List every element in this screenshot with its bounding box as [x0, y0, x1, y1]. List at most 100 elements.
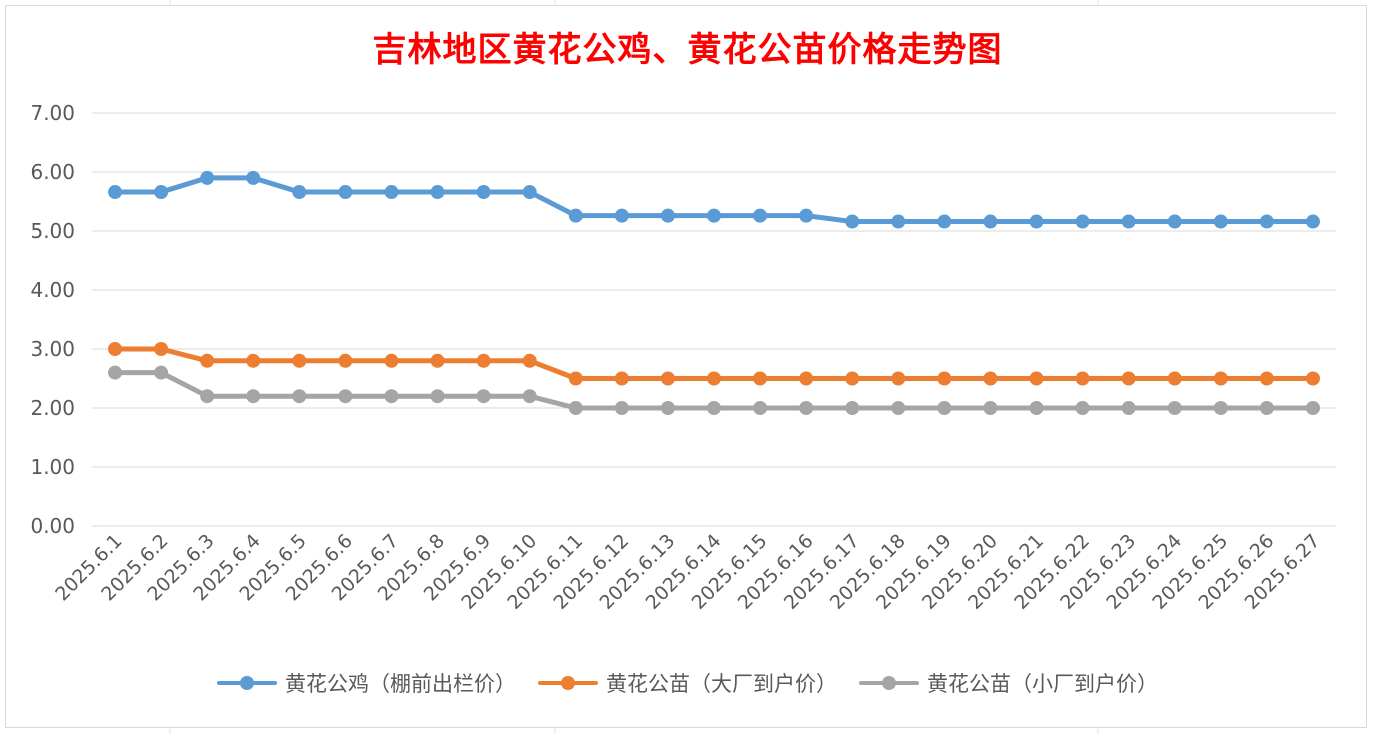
data-point-2-5 [338, 389, 353, 404]
data-point-1-4 [292, 353, 307, 368]
data-point-1-26 [1305, 371, 1320, 386]
legend-label-2: 黄花公苗（小厂到户价） [927, 672, 1158, 696]
data-point-1-2 [200, 353, 215, 368]
data-point-0-0 [108, 185, 123, 200]
data-point-1-14 [753, 371, 768, 386]
data-point-1-9 [522, 353, 537, 368]
data-point-1-17 [891, 371, 906, 386]
data-point-1-3 [246, 353, 261, 368]
data-point-1-5 [338, 353, 353, 368]
data-point-1-12 [660, 371, 675, 386]
data-point-0-26 [1305, 214, 1320, 229]
legend-swatch-1 [538, 673, 598, 693]
legend-swatch-0 [217, 673, 277, 693]
data-point-2-21 [1075, 401, 1090, 415]
data-point-0-11 [614, 208, 629, 223]
y-tick-label: 0.00 [30, 514, 75, 538]
y-tick-label: 3.00 [30, 337, 75, 361]
y-tick-label: 2.00 [30, 396, 75, 420]
data-point-1-24 [1213, 371, 1228, 386]
legend-swatch-2 [859, 673, 919, 693]
data-point-1-11 [614, 371, 629, 386]
data-point-1-13 [707, 371, 721, 386]
data-point-0-3 [246, 170, 261, 185]
data-point-0-25 [1259, 214, 1274, 229]
data-point-0-23 [1167, 214, 1182, 229]
data-point-2-26 [1305, 401, 1320, 415]
data-point-1-15 [799, 371, 814, 386]
data-point-2-10 [568, 401, 583, 415]
data-point-2-3 [246, 389, 261, 404]
legend-label-1: 黄花公苗（大厂到户价） [606, 672, 837, 696]
data-point-2-2 [200, 389, 215, 404]
data-point-2-22 [1121, 401, 1136, 415]
legend-item-0[interactable]: 黄花公鸡（棚前出栏价） [217, 668, 516, 698]
data-point-0-13 [707, 208, 721, 223]
data-point-2-16 [845, 401, 860, 415]
data-point-0-17 [891, 214, 906, 229]
data-point-0-1 [154, 185, 169, 200]
data-point-1-10 [568, 371, 583, 386]
y-tick-label: 7.00 [30, 101, 75, 125]
data-point-0-5 [338, 185, 353, 200]
data-point-2-0 [108, 365, 123, 380]
data-point-2-19 [983, 401, 998, 415]
legend-marker-2 [882, 676, 896, 690]
data-point-0-21 [1075, 214, 1090, 229]
data-point-0-20 [1029, 214, 1044, 229]
data-point-2-4 [292, 389, 307, 404]
data-point-1-8 [476, 353, 491, 368]
data-point-2-18 [937, 401, 952, 415]
data-point-0-16 [845, 214, 860, 229]
data-point-1-23 [1167, 371, 1182, 386]
legend-marker-0 [240, 676, 254, 690]
data-point-0-2 [200, 170, 215, 185]
data-point-0-14 [753, 208, 768, 223]
data-point-2-24 [1213, 401, 1228, 415]
data-point-2-6 [384, 389, 399, 404]
legend-label-0: 黄花公鸡（棚前出栏价） [285, 672, 516, 696]
data-point-0-8 [476, 185, 491, 200]
data-point-2-20 [1029, 401, 1044, 415]
data-point-2-11 [614, 401, 629, 415]
data-point-0-18 [937, 214, 952, 229]
data-point-1-16 [845, 371, 860, 386]
data-point-1-22 [1121, 371, 1136, 386]
data-point-2-12 [660, 401, 675, 415]
data-point-2-17 [891, 401, 906, 415]
chart-area[interactable] [5, 5, 1367, 728]
data-point-0-4 [292, 185, 307, 200]
data-point-0-15 [799, 208, 814, 223]
legend-marker-1 [561, 676, 575, 690]
data-point-2-9 [522, 389, 537, 404]
y-tick-label: 5.00 [30, 219, 75, 243]
data-point-0-10 [568, 208, 583, 223]
data-point-0-6 [384, 185, 399, 200]
data-point-0-19 [983, 214, 998, 229]
data-point-1-18 [937, 371, 952, 386]
data-point-0-12 [660, 208, 675, 223]
data-point-0-24 [1213, 214, 1228, 229]
legend: 黄花公鸡（棚前出栏价） 黄花公苗（大厂到户价） 黄花公苗（小厂到户价） [0, 668, 1375, 698]
data-point-2-23 [1167, 401, 1182, 415]
data-point-2-8 [476, 389, 491, 404]
legend-item-2[interactable]: 黄花公苗（小厂到户价） [859, 668, 1158, 698]
data-point-1-19 [983, 371, 998, 386]
data-point-2-1 [154, 365, 169, 380]
y-tick-label: 4.00 [30, 278, 75, 302]
y-tick-label: 1.00 [30, 455, 75, 479]
y-tick-label: 6.00 [30, 160, 75, 184]
chart-title: 吉林地区黄花公鸡、黄花公苗价格走势图 [372, 30, 1003, 70]
data-point-0-9 [522, 185, 537, 200]
data-point-0-7 [430, 185, 445, 200]
data-point-2-15 [799, 401, 814, 415]
data-point-2-13 [707, 401, 721, 415]
data-point-1-7 [430, 353, 445, 368]
data-point-1-25 [1259, 371, 1274, 386]
data-point-1-6 [384, 353, 399, 368]
data-point-1-20 [1029, 371, 1044, 386]
legend-item-1[interactable]: 黄花公苗（大厂到户价） [538, 668, 837, 698]
data-point-2-25 [1259, 401, 1274, 415]
data-point-1-21 [1075, 371, 1090, 386]
